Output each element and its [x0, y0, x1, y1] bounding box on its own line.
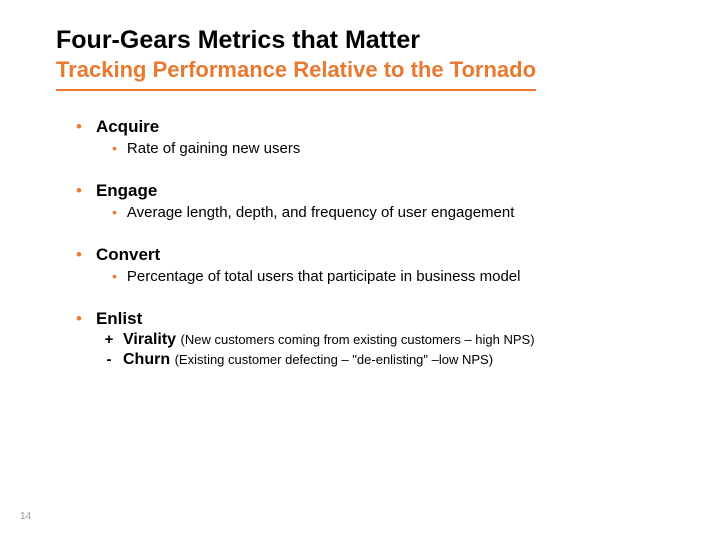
- item-bold: Churn: [123, 351, 170, 368]
- slide-subtitle: Tracking Performance Relative to the Tor…: [56, 57, 680, 83]
- bullet-icon: •: [76, 310, 82, 327]
- bullet-icon: •: [112, 141, 117, 155]
- section-convert: • Convert • Percentage of total users th…: [76, 245, 680, 285]
- bullet-icon: •: [112, 205, 117, 219]
- bullet-lvl1: • Acquire: [76, 117, 680, 137]
- bullet-lvl2: • Average length, depth, and frequency o…: [112, 204, 680, 221]
- bullet-lvl1: • Enlist: [76, 309, 680, 329]
- page-number: 14: [20, 511, 31, 522]
- heading-text: Convert: [96, 245, 160, 265]
- item-text: Rate of gaining new users: [127, 140, 300, 157]
- bullet-lvl1: • Convert: [76, 245, 680, 265]
- item-paren: (Existing customer defecting – "de-enlis…: [175, 352, 493, 367]
- bullet-lvl2: • Rate of gaining new users: [112, 140, 680, 157]
- title-underline: [56, 89, 536, 91]
- item-text: Churn (Existing customer defecting – "de…: [123, 351, 493, 369]
- bullet-lvl2: • Percentage of total users that partici…: [112, 268, 680, 285]
- bullet-lvl1: • Engage: [76, 181, 680, 201]
- section-acquire: • Acquire • Rate of gaining new users: [76, 117, 680, 157]
- enlist-line: + Virality (New customers coming from ex…: [103, 331, 680, 349]
- slide-title: Four-Gears Metrics that Matter: [56, 26, 680, 55]
- enlist-line: - Churn (Existing customer defecting – "…: [103, 351, 680, 369]
- heading-text: Engage: [96, 181, 157, 201]
- item-bold: Virality: [123, 331, 176, 348]
- item-text: Average length, depth, and frequency of …: [127, 204, 515, 221]
- bullet-icon: •: [76, 118, 82, 135]
- section-enlist: • Enlist + Virality (New customers comin…: [76, 309, 680, 369]
- item-text: Virality (New customers coming from exis…: [123, 331, 535, 349]
- bullet-icon: •: [76, 246, 82, 263]
- bullet-icon: •: [76, 182, 82, 199]
- slide: Four-Gears Metrics that Matter Tracking …: [0, 0, 720, 540]
- heading-text: Enlist: [96, 309, 142, 329]
- item-text: Percentage of total users that participa…: [127, 268, 521, 285]
- plus-icon: +: [103, 331, 115, 348]
- content: • Acquire • Rate of gaining new users • …: [56, 117, 680, 369]
- heading-text: Acquire: [96, 117, 159, 137]
- bullet-icon: •: [112, 269, 117, 283]
- item-paren: (New customers coming from existing cust…: [181, 332, 535, 347]
- minus-icon: -: [103, 351, 115, 368]
- section-engage: • Engage • Average length, depth, and fr…: [76, 181, 680, 221]
